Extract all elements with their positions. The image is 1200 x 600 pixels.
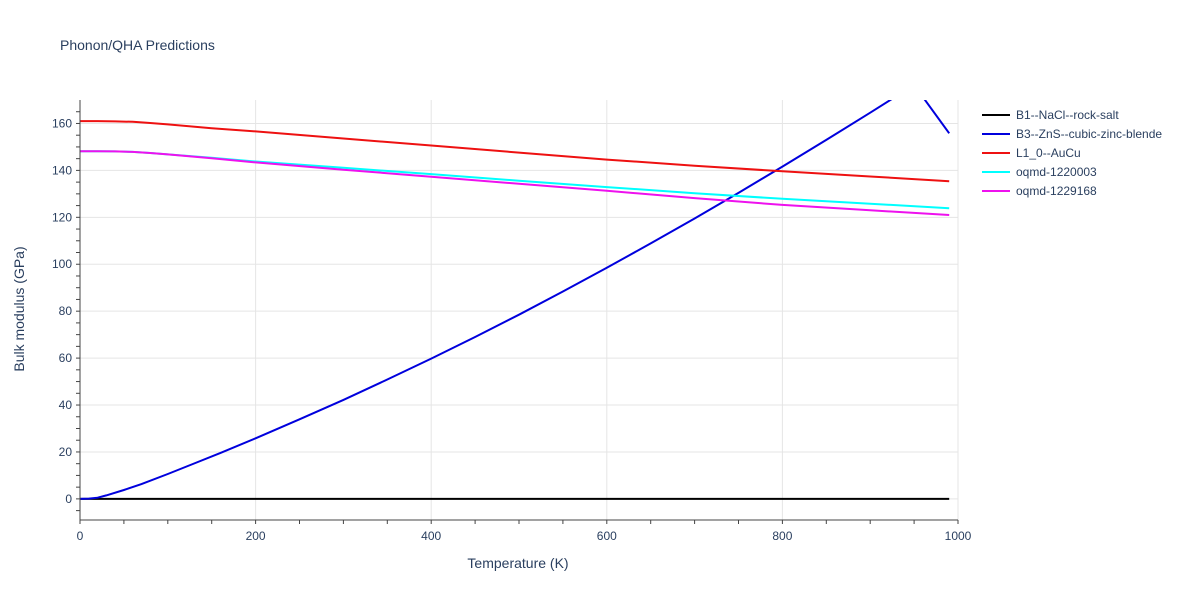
series-line-2 [80,120,950,183]
axis-layer: 0 200 400 600 800 1000 0 20 40 60 80 100 120 140 160 [52,100,972,543]
chart-title: Phonon/QHA Predictions [60,37,215,53]
x-axis-title: Temperature (K) [467,555,568,571]
legend-item-0[interactable]: B1--NaCl--rock-salt [982,108,1119,122]
series-line-3 [80,150,950,210]
legend-label: L1_0--AuCu [1016,146,1081,160]
legend-label: B1--NaCl--rock-salt [1016,108,1119,122]
legend-item-2[interactable]: L1_0--AuCu [982,146,1081,160]
y-tick-label: 160 [52,116,72,130]
x-tick-label: 400 [421,529,441,543]
series-layer [80,100,951,500]
x-tick-label: 800 [772,529,792,543]
y-tick-label: 100 [52,257,72,271]
y-tick-label: 0 [65,492,72,506]
legend-label: B3--ZnS--cubic-zinc-blende [1016,127,1162,141]
x-tick-label: 200 [246,529,266,543]
x-tick-label: 0 [77,529,84,543]
y-tick-label: 40 [59,398,73,412]
y-tick-label: 140 [52,163,72,177]
y-tick-label: 60 [59,351,73,365]
y-tick-label: 120 [52,210,72,224]
legend-item-4[interactable]: oqmd-1229168 [982,184,1097,198]
legend-label: oqmd-1229168 [1016,184,1097,198]
y-tick-label: 20 [59,445,73,459]
legend-label: oqmd-1220003 [1016,165,1097,179]
legend[interactable]: B1--NaCl--rock-salt B3--ZnS--cubic-zinc-b… [982,108,1162,198]
legend-item-1[interactable]: B3--ZnS--cubic-zinc-blende [982,127,1162,141]
series-line-1 [80,100,951,500]
x-tick-label: 600 [597,529,617,543]
series-line-4 [80,150,950,216]
y-tick-label: 80 [59,304,73,318]
y-axis-title: Bulk modulus (GPa) [11,246,27,371]
x-tick-label: 1000 [945,529,972,543]
legend-item-3[interactable]: oqmd-1220003 [982,165,1097,179]
